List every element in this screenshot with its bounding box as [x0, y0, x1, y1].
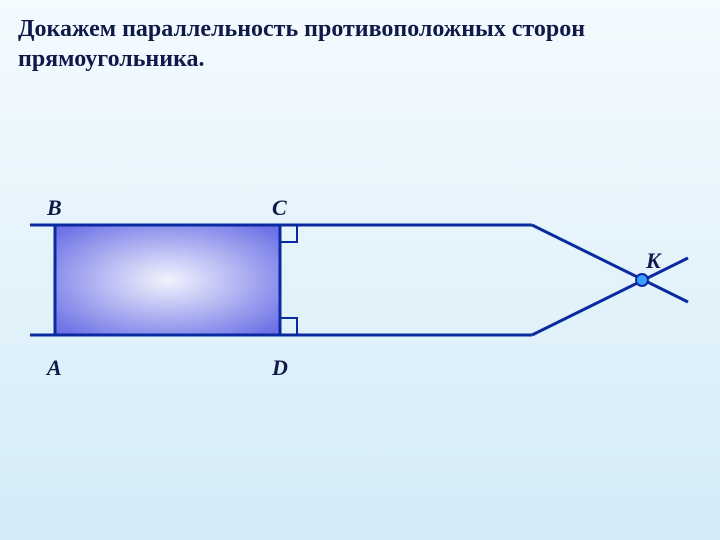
line-bottom-to-k [532, 258, 688, 335]
right-angle-mark-c [280, 225, 297, 242]
label-c: C [272, 195, 287, 221]
label-d: D [272, 355, 288, 381]
line-top-to-k [532, 225, 688, 302]
label-k: K [646, 248, 661, 274]
rectangle-abcd [55, 225, 280, 335]
label-b: B [47, 195, 62, 221]
geometry-diagram [0, 0, 720, 540]
right-angle-mark-d [280, 318, 297, 335]
label-a: A [47, 355, 62, 381]
point-k-dot [636, 274, 648, 286]
